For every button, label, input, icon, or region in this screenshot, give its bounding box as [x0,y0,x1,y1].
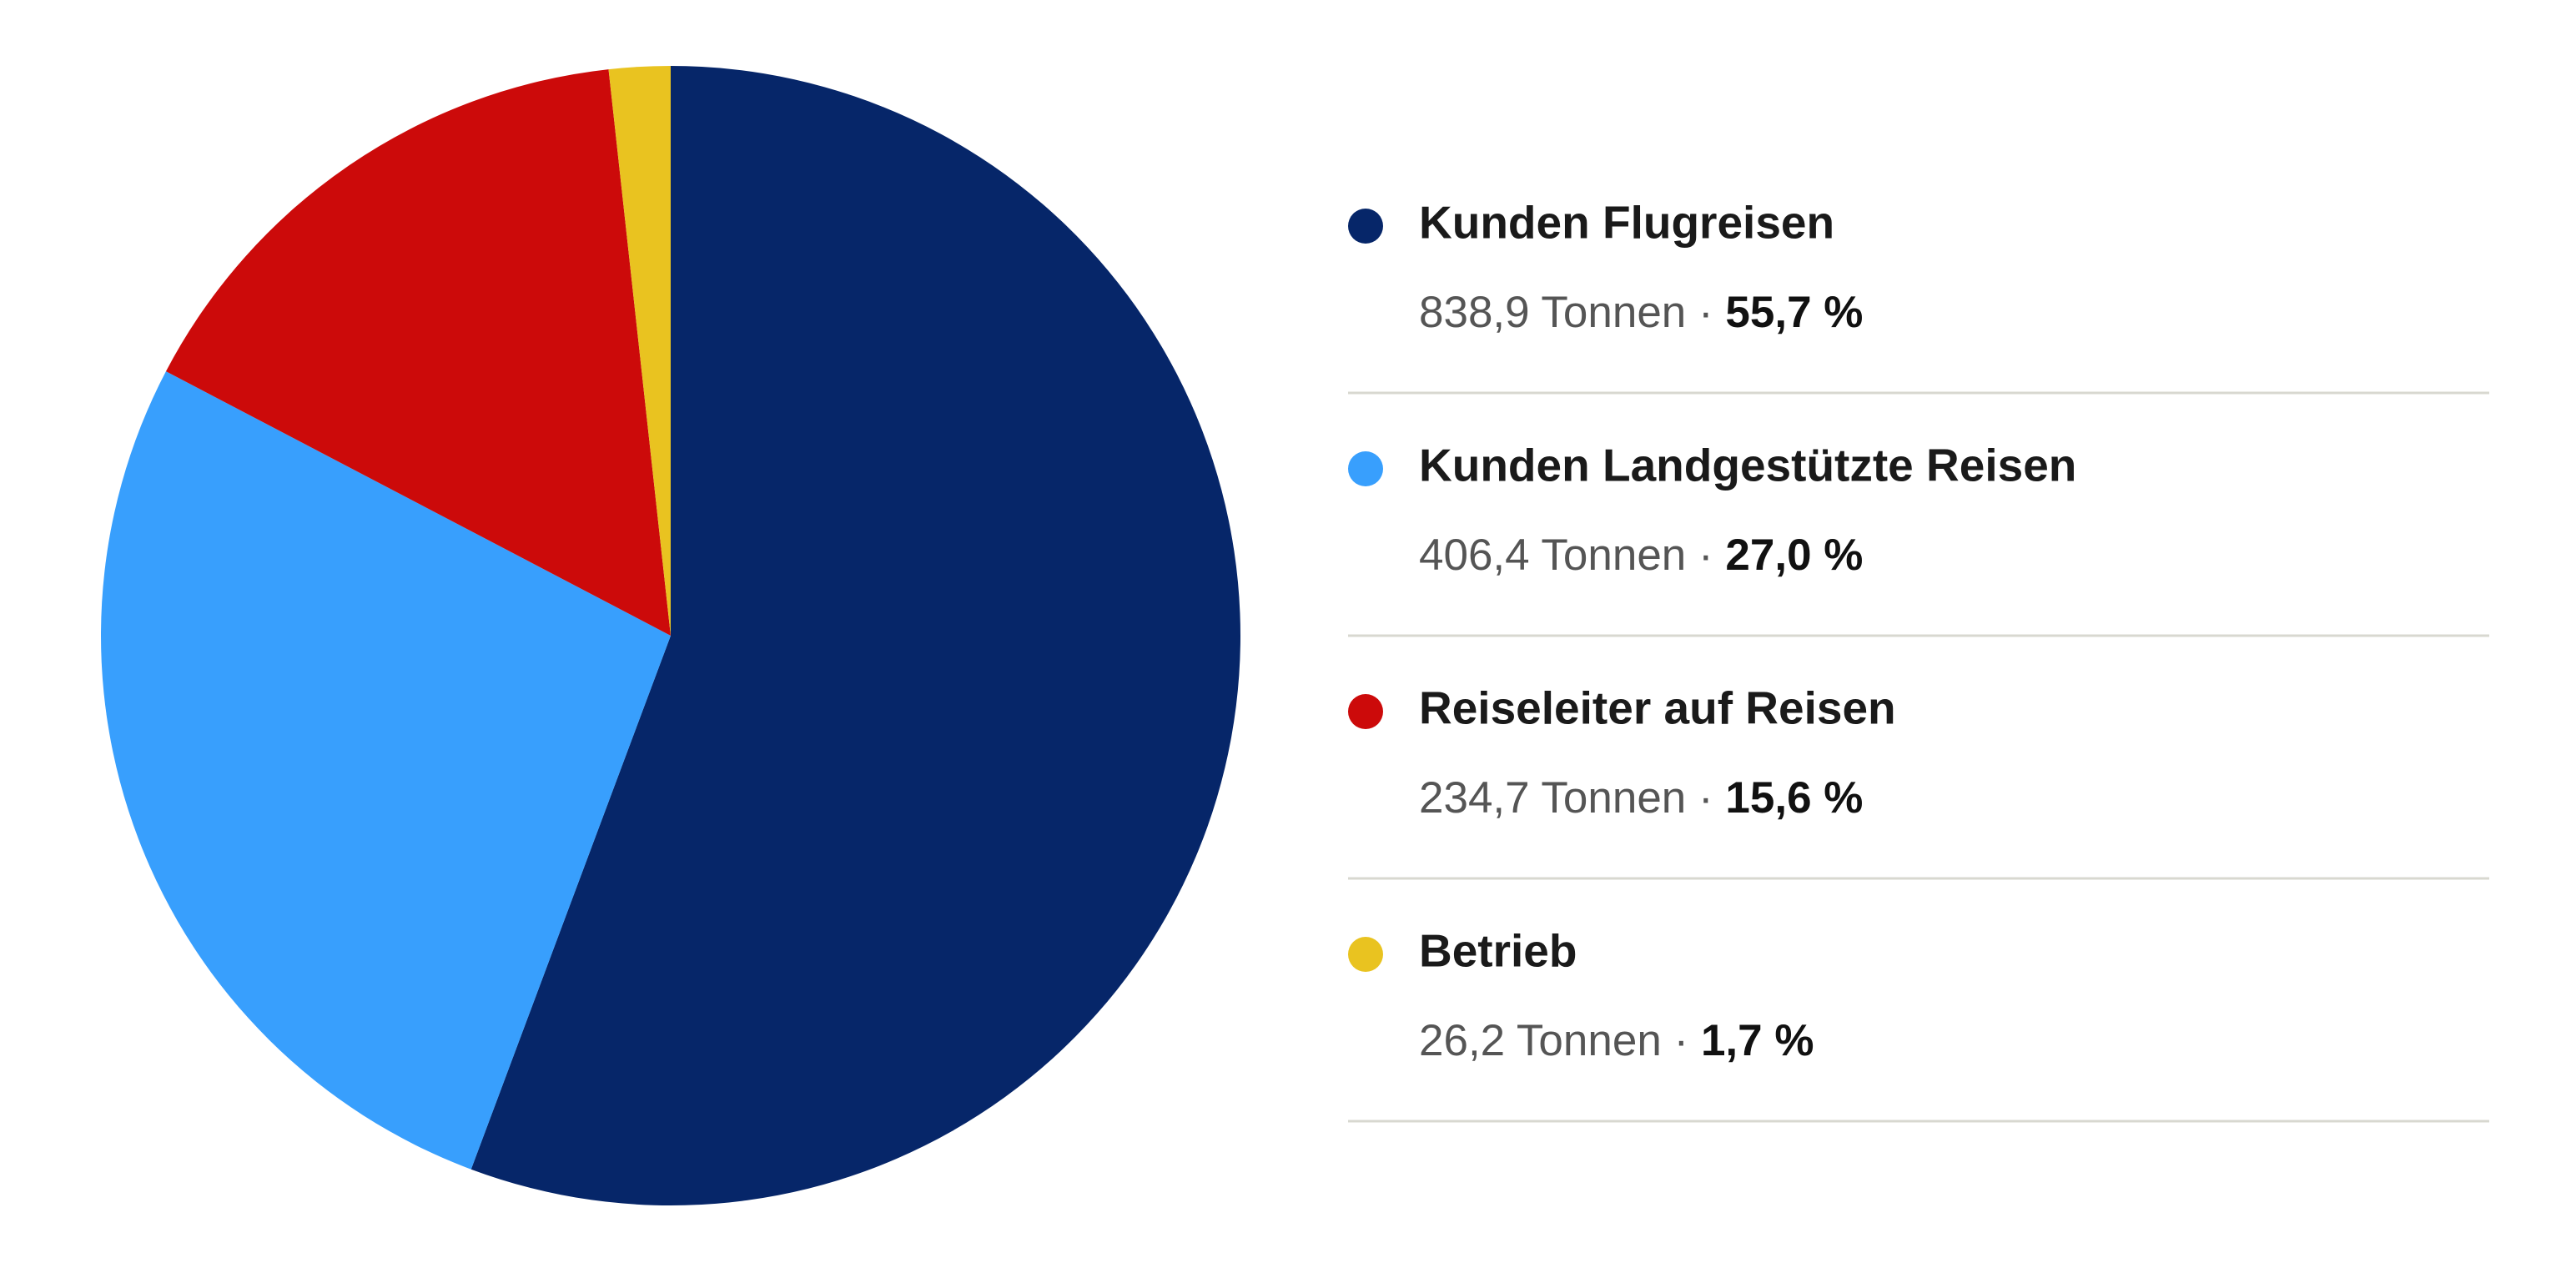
legend-label: Betrieb [1419,925,1577,977]
legend-marker [1348,209,1383,244]
value-label: 234,7 Tonnen [1419,773,1686,823]
percent-label: 55,7 % [1725,288,1863,337]
legend-marker [1348,937,1383,972]
legend-marker [1348,694,1383,729]
legend-detail: 838,9 Tonnen · 55,7 % [1419,288,1863,337]
legend-detail: 406,4 Tonnen · 27,0 % [1419,531,1863,580]
separator: · [1674,1016,1689,1065]
pie-slice [100,371,672,1170]
value-label: 406,4 Tonnen [1419,531,1686,580]
percent-label: 15,6 % [1725,773,1863,823]
separator: · [1698,288,1713,337]
legend-label: Reiseleiter auf Reisen [1419,682,1896,734]
pie-slice [470,66,1240,1205]
value-label: 838,9 Tonnen [1419,288,1686,337]
legend-detail: 26,2 Tonnen · 1,7 % [1419,1016,1814,1065]
pie-slice [165,69,671,637]
percent-label: 27,0 % [1725,531,1863,580]
separator: · [1698,531,1713,580]
legend-detail: 234,7 Tonnen · 15,6 % [1419,773,1863,823]
legend-label: Kunden Landgestützte Reisen [1419,440,2076,491]
percent-label: 1,7 % [1701,1016,1814,1065]
legend-marker [1348,451,1383,486]
separator: · [1698,773,1713,823]
value-label: 26,2 Tonnen [1419,1016,1662,1065]
pie-slice [608,66,671,636]
legend-label: Kunden Flugreisen [1419,197,1834,249]
